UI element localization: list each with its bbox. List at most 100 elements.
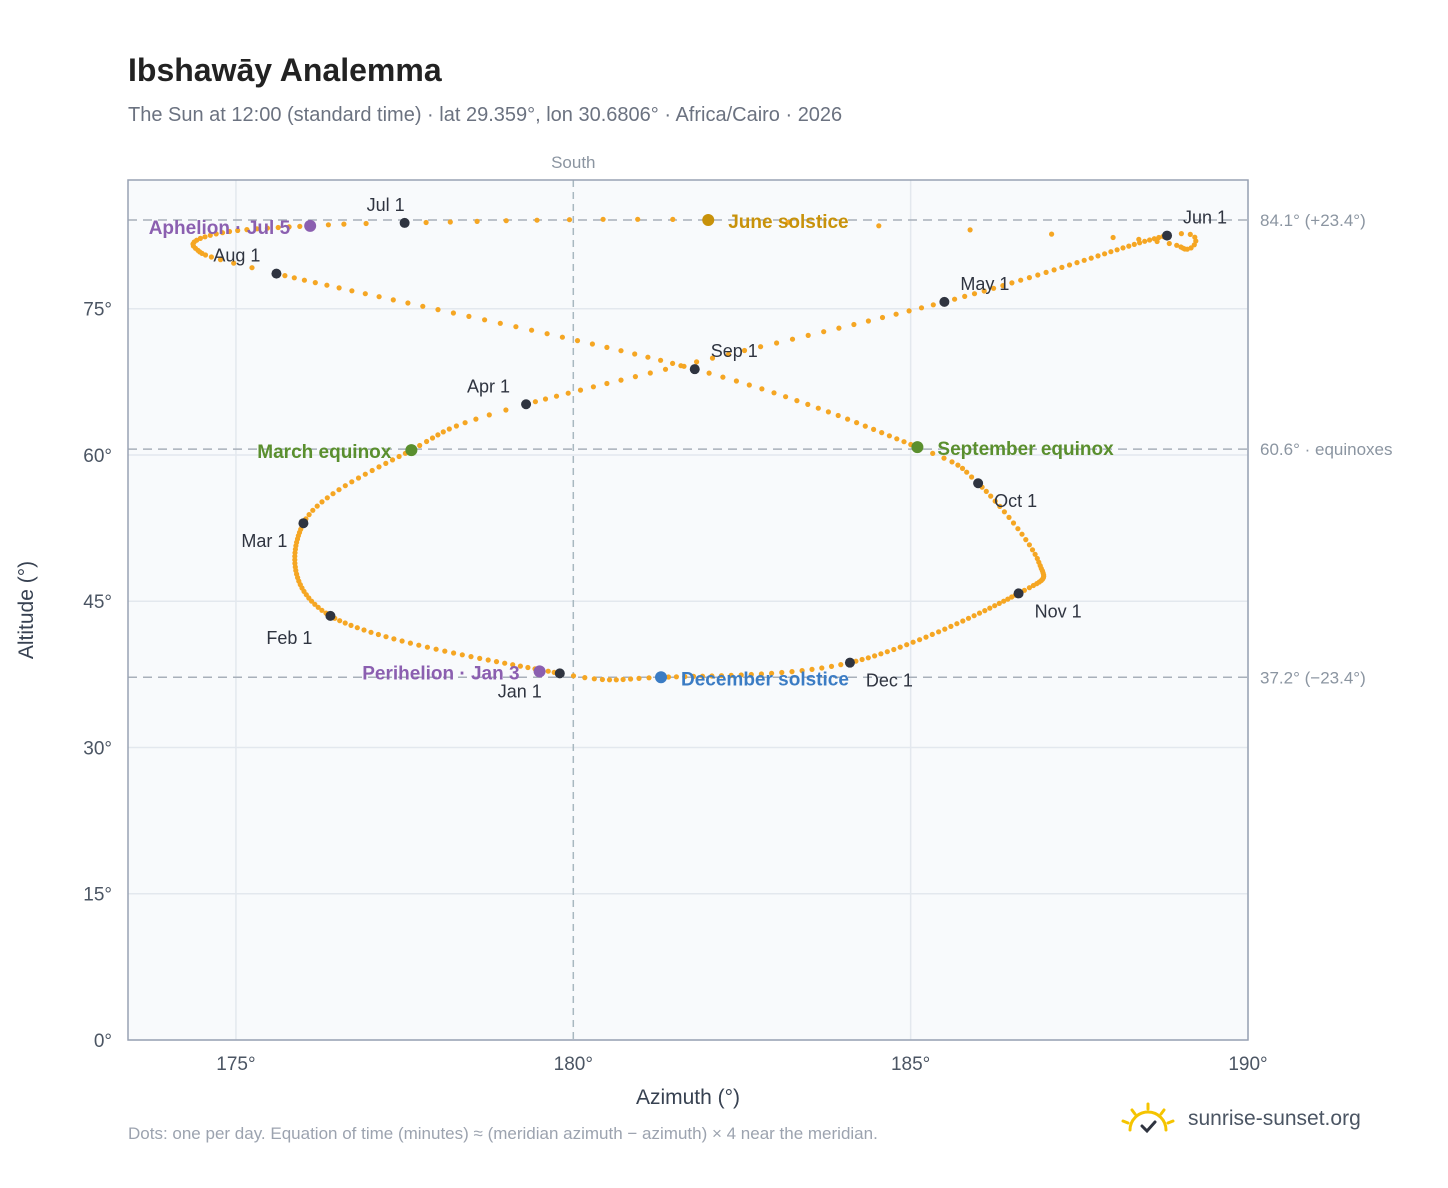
daily-dot <box>423 219 429 226</box>
x-tick-label: 180° <box>554 1054 593 1075</box>
daily-dot <box>1059 264 1065 270</box>
daily-dot <box>1051 267 1057 273</box>
daily-dot <box>878 651 884 657</box>
daily-dot <box>462 420 468 426</box>
month-marker <box>554 668 565 679</box>
daily-dot <box>706 370 712 376</box>
plot-area <box>128 180 1248 1040</box>
daily-dot <box>828 663 835 670</box>
daily-dot <box>618 348 624 354</box>
month-label: May 1 <box>960 274 1009 294</box>
daily-dot <box>532 399 539 405</box>
daily-dot <box>636 675 642 682</box>
daily-dot <box>590 384 597 390</box>
daily-dot <box>771 390 777 396</box>
daily-dot <box>960 618 966 624</box>
daily-dot <box>369 467 375 474</box>
daily-dot <box>202 234 208 240</box>
daily-dot <box>720 374 726 380</box>
daily-dot <box>207 232 213 238</box>
x-tick-label: 190° <box>1228 1054 1267 1075</box>
daily-dot <box>1005 596 1011 602</box>
daily-dot <box>645 354 651 360</box>
daily-dot <box>825 409 832 415</box>
daily-dot <box>821 329 827 335</box>
daily-dot <box>871 426 877 432</box>
daily-dot <box>453 423 459 429</box>
daily-dot <box>690 673 697 680</box>
daily-dot <box>275 224 281 231</box>
daily-dot <box>789 336 796 342</box>
daily-dot <box>363 220 369 227</box>
daily-dot <box>815 405 821 411</box>
daily-dot <box>493 659 500 665</box>
daily-dot <box>748 671 754 678</box>
daily-dot <box>405 300 411 306</box>
daily-dot <box>862 423 868 429</box>
daily-dot <box>967 227 973 233</box>
daily-dot <box>383 634 389 640</box>
daily-dot <box>502 660 508 666</box>
daily-dot <box>485 657 491 663</box>
daily-dot <box>971 613 977 619</box>
month-marker <box>689 364 700 375</box>
daily-dot <box>879 314 886 321</box>
daily-dot <box>709 355 716 361</box>
month-label: Feb 1 <box>266 628 312 648</box>
daily-dot <box>600 216 606 222</box>
daily-dot <box>876 223 882 229</box>
daily-dot <box>991 285 997 291</box>
plot-frame <box>127 179 1249 1041</box>
daily-dot <box>513 324 519 330</box>
daily-dot <box>376 294 382 300</box>
daily-dot <box>349 288 355 294</box>
y-tick-label: 30° <box>83 738 112 759</box>
daily-dot <box>894 436 900 442</box>
daily-dot <box>865 655 871 661</box>
daily-dot <box>955 462 961 468</box>
daily-dot <box>226 228 233 235</box>
daily-dot <box>474 218 480 224</box>
daily-dot <box>1154 238 1160 245</box>
month-marker <box>298 518 309 529</box>
daily-dot <box>906 308 912 314</box>
daily-dot <box>971 291 978 297</box>
daily-dot <box>718 673 725 679</box>
daily-dot <box>1114 247 1120 253</box>
daily-dot <box>570 673 577 679</box>
daily-dot <box>901 439 907 445</box>
daily-dot <box>1066 262 1073 268</box>
brand[interactable]: sunrise-sunset.org <box>1120 1102 1361 1136</box>
daily-dot <box>399 638 405 644</box>
daily-dot <box>741 347 748 354</box>
daily-dot <box>783 394 789 400</box>
daily-dot <box>1131 241 1137 247</box>
daily-dot <box>805 401 811 407</box>
daily-dot <box>670 360 676 366</box>
daily-dot <box>725 351 732 357</box>
month-label: Nov 1 <box>1035 601 1082 621</box>
daily-dot <box>658 357 664 363</box>
y-axis-label: Altitude (°) <box>15 561 38 659</box>
daily-dot <box>424 644 430 650</box>
event-marker <box>655 671 668 684</box>
daily-dot <box>219 230 226 236</box>
daily-dot <box>451 650 457 656</box>
brand-name: sunrise-sunset.org <box>1188 1107 1361 1130</box>
daily-dot <box>606 677 613 683</box>
daily-dot <box>330 491 336 497</box>
daily-dot <box>249 265 255 271</box>
daily-dot <box>1023 537 1029 543</box>
daily-dot <box>854 420 860 426</box>
daily-dot <box>1015 526 1021 532</box>
daily-dot <box>1120 245 1126 251</box>
daily-dot <box>891 646 897 653</box>
daily-dot <box>435 432 441 438</box>
daily-dot <box>785 219 791 225</box>
daily-dot <box>468 654 474 660</box>
daily-dot <box>213 231 219 237</box>
daily-dot <box>794 398 800 404</box>
y-tick-label: 60° <box>83 446 112 467</box>
daily-dot <box>930 302 936 308</box>
daily-dot <box>618 377 624 383</box>
